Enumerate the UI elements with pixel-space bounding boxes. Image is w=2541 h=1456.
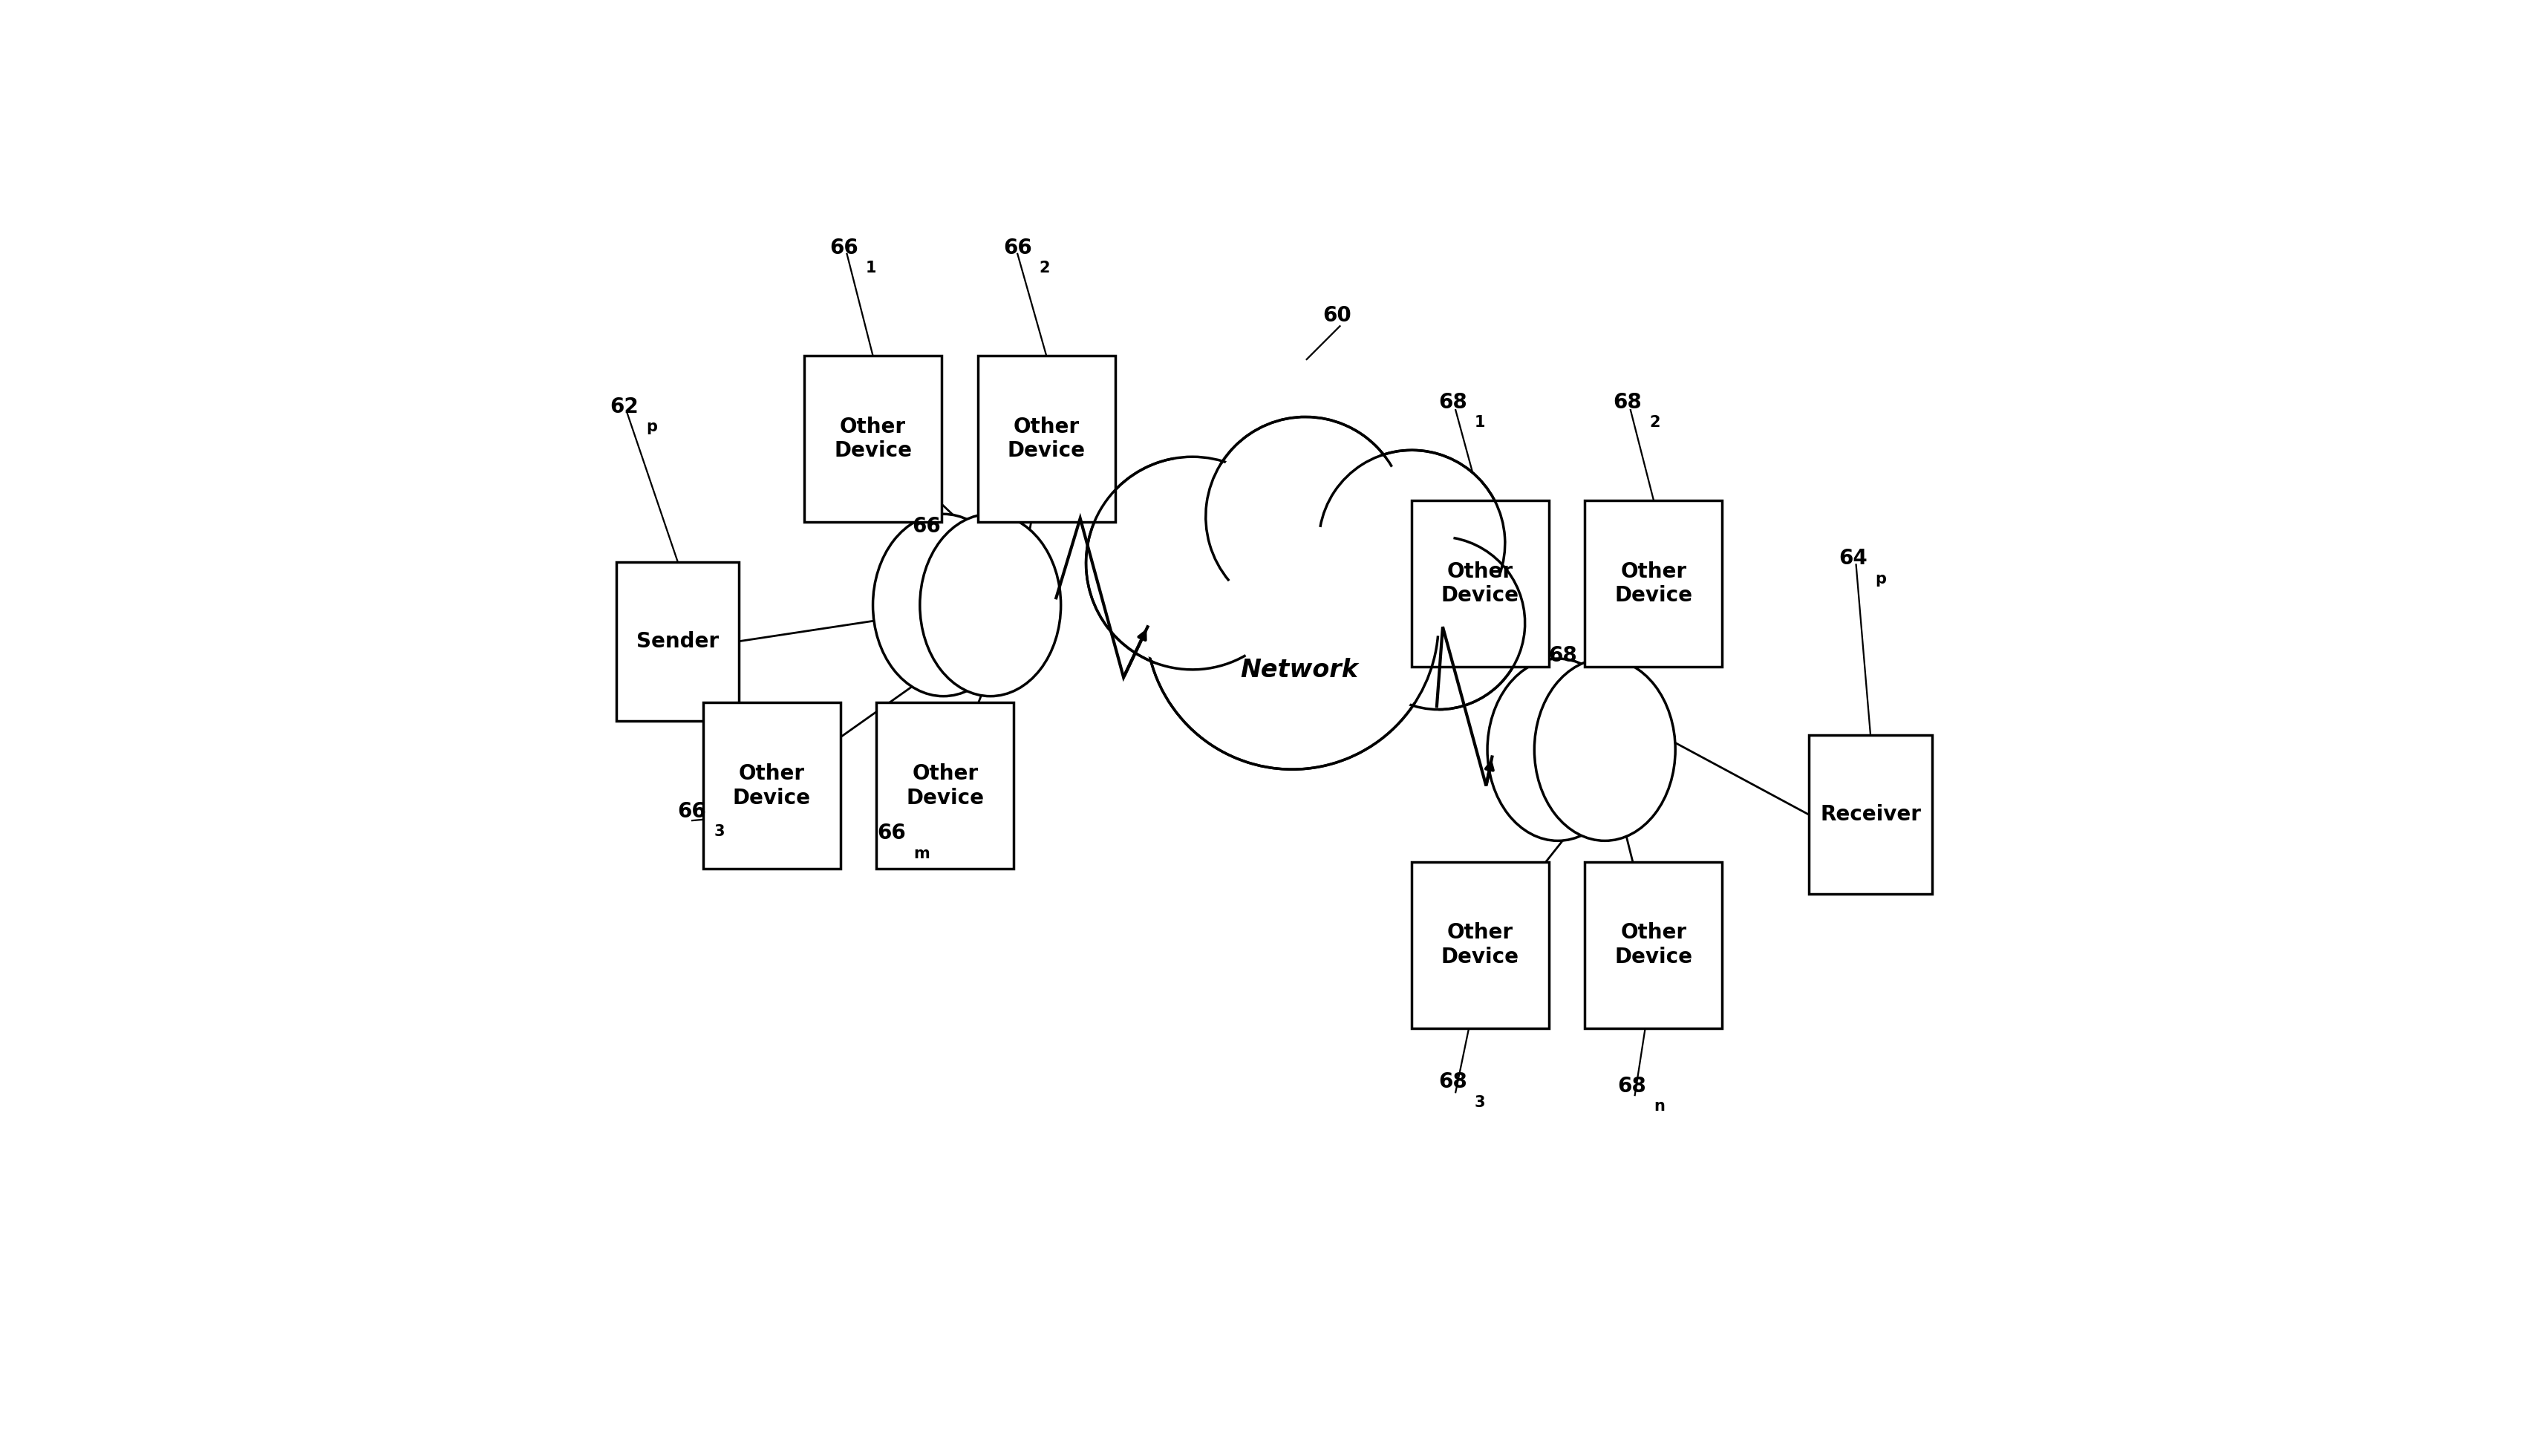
Text: 68: 68 xyxy=(1438,1072,1466,1092)
Text: Other
Device: Other Device xyxy=(732,763,811,808)
Ellipse shape xyxy=(1535,658,1675,840)
Circle shape xyxy=(1354,540,1522,706)
Text: 2: 2 xyxy=(1039,261,1049,275)
FancyBboxPatch shape xyxy=(1410,862,1550,1028)
Text: 68: 68 xyxy=(1619,1076,1647,1096)
Ellipse shape xyxy=(920,514,1060,696)
Text: 68: 68 xyxy=(1547,645,1578,665)
Circle shape xyxy=(1085,457,1298,670)
Circle shape xyxy=(1352,537,1525,709)
Circle shape xyxy=(1321,453,1502,633)
Text: Other
Device: Other Device xyxy=(1614,561,1692,606)
Ellipse shape xyxy=(1486,658,1629,840)
Text: Sender: Sender xyxy=(635,630,719,652)
Text: 68: 68 xyxy=(1438,392,1466,414)
Text: 66: 66 xyxy=(877,823,907,843)
Circle shape xyxy=(1090,460,1296,667)
Text: Other
Device: Other Device xyxy=(1441,561,1520,606)
Text: m: m xyxy=(912,846,930,860)
Circle shape xyxy=(1149,480,1436,766)
Text: p: p xyxy=(1875,571,1885,587)
Text: 66: 66 xyxy=(912,517,940,537)
Circle shape xyxy=(1319,450,1504,636)
FancyBboxPatch shape xyxy=(1586,862,1723,1028)
FancyBboxPatch shape xyxy=(704,703,841,869)
Text: 2: 2 xyxy=(1649,415,1659,430)
FancyBboxPatch shape xyxy=(978,355,1115,523)
Text: Other
Device: Other Device xyxy=(1441,923,1520,967)
Circle shape xyxy=(1146,476,1438,769)
FancyBboxPatch shape xyxy=(1586,501,1723,667)
Text: Network: Network xyxy=(1240,658,1359,683)
Text: Receiver: Receiver xyxy=(1819,804,1921,826)
Text: Other
Device: Other Device xyxy=(907,763,983,808)
Text: 1: 1 xyxy=(1474,415,1484,430)
Text: Other
Device: Other Device xyxy=(1006,416,1085,462)
Text: 66: 66 xyxy=(678,801,706,823)
Circle shape xyxy=(1210,421,1403,613)
Text: 64: 64 xyxy=(1840,549,1868,569)
FancyBboxPatch shape xyxy=(803,355,943,523)
FancyBboxPatch shape xyxy=(877,703,1014,869)
Text: 1: 1 xyxy=(866,261,877,275)
Text: Other
Device: Other Device xyxy=(833,416,912,462)
FancyBboxPatch shape xyxy=(1410,501,1550,667)
FancyBboxPatch shape xyxy=(617,562,739,721)
Text: Other
Device: Other Device xyxy=(1614,923,1692,967)
Text: p: p xyxy=(645,419,658,434)
FancyBboxPatch shape xyxy=(1809,735,1931,894)
Text: 60: 60 xyxy=(1321,306,1352,326)
Circle shape xyxy=(1207,416,1405,616)
Text: 66: 66 xyxy=(1004,237,1032,258)
Text: 68: 68 xyxy=(1614,392,1641,414)
Text: 62: 62 xyxy=(610,396,638,418)
Text: n: n xyxy=(1654,1099,1664,1114)
Text: 3: 3 xyxy=(714,824,724,839)
Text: 3: 3 xyxy=(1474,1095,1484,1109)
Ellipse shape xyxy=(874,514,1014,696)
Text: 66: 66 xyxy=(828,237,859,258)
